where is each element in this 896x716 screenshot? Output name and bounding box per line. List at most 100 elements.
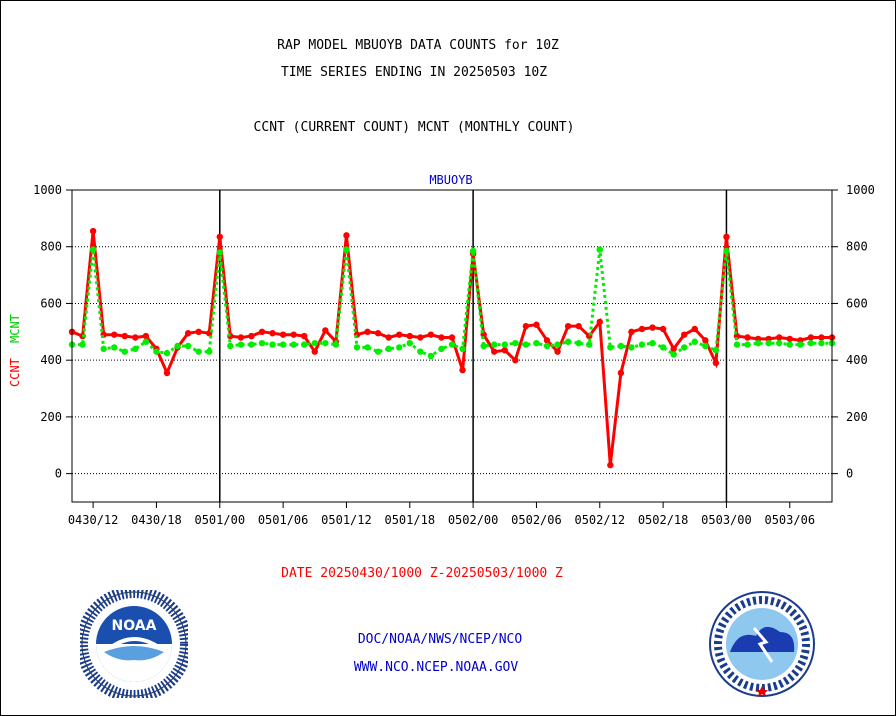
x-tick-label: 0502/12	[574, 513, 625, 527]
data-point-mcnt	[807, 339, 815, 347]
data-point-ccnt	[237, 334, 245, 341]
data-point-mcnt	[100, 345, 107, 353]
x-tick-label: 0502/18	[638, 513, 689, 527]
chart-svg: 0 0 200 200 400 400 600 600 800 800 1000 1000 0430/1…	[8, 173, 875, 527]
x-tick-label: 0501/12	[321, 513, 372, 527]
data-point-mcnt	[153, 348, 160, 355]
data-point-ccnt	[258, 328, 266, 336]
y-tick-label-right: 600	[846, 296, 868, 310]
data-point-mcnt	[237, 341, 245, 348]
data-point-ccnt	[807, 334, 815, 341]
y-tick-label-right: 800	[846, 240, 868, 254]
y-axis-label-mcnt: MCNT	[8, 314, 22, 343]
data-point-ccnt	[818, 334, 825, 341]
data-point-mcnt	[111, 344, 118, 351]
data-point-ccnt	[786, 335, 793, 343]
data-point-mcnt	[586, 341, 593, 348]
y-axis-label-ccnt: CCNT	[8, 358, 22, 387]
data-point-ccnt	[712, 359, 720, 367]
data-point-mcnt	[554, 341, 561, 348]
data-point-ccnt	[617, 369, 625, 377]
data-point-ccnt	[522, 322, 530, 330]
x-tick-label: 0430/18	[131, 513, 182, 527]
data-point-mcnt	[702, 342, 709, 350]
data-point-ccnt	[427, 331, 435, 338]
x-tick-label: 0503/06	[764, 513, 815, 527]
chart-subtitle: CCNT (CURRENT COUNT) MCNT (MONTHLY COUNT…	[253, 120, 575, 135]
data-point-mcnt	[459, 345, 466, 353]
data-point-ccnt	[322, 327, 329, 334]
chart-title-line2: TIME SERIES ENDING IN 20250503 10Z	[280, 65, 548, 80]
data-point-ccnt	[575, 322, 582, 330]
data-point-mcnt	[290, 341, 297, 348]
y-tick-label-left: 800	[40, 240, 62, 254]
data-point-ccnt	[89, 227, 97, 235]
data-point-ccnt	[491, 348, 498, 355]
data-point-mcnt	[469, 247, 477, 255]
data-point-mcnt	[89, 246, 97, 253]
data-point-mcnt	[543, 342, 551, 350]
data-point-mcnt	[501, 341, 508, 348]
data-point-ccnt	[501, 347, 508, 354]
data-point-ccnt	[554, 348, 561, 355]
data-point-mcnt	[617, 342, 625, 350]
data-point-ccnt	[681, 331, 688, 338]
data-point-mcnt	[596, 246, 603, 253]
x-tick-label: 0501/00	[194, 513, 245, 527]
data-point-ccnt	[628, 328, 635, 336]
data-point-mcnt	[522, 341, 530, 348]
chart-title-line1: RAP MODEL MBUOYB DATA COUNTS for 10Z	[277, 38, 559, 53]
plot-area-border	[71, 189, 833, 503]
data-point-mcnt	[163, 349, 171, 357]
data-point-mcnt	[79, 341, 86, 348]
y-tick-label-left: 0	[55, 467, 62, 481]
data-point-ccnt	[311, 348, 318, 355]
data-point-mcnt	[353, 344, 361, 351]
data-point-ccnt	[670, 345, 677, 353]
data-point-mcnt	[374, 348, 382, 355]
data-point-mcnt	[533, 339, 540, 347]
data-point-mcnt	[406, 339, 413, 347]
data-point-ccnt	[184, 330, 192, 337]
data-point-mcnt	[227, 342, 234, 350]
data-point-mcnt	[786, 341, 793, 348]
x-tick-label: 0503/00	[701, 513, 752, 527]
y-tick-label-left: 600	[40, 296, 62, 310]
date-range: DATE 20250430/1000 Z-20250503/1000 Z	[281, 566, 563, 581]
data-point-mcnt	[427, 352, 435, 360]
data-point-mcnt	[733, 341, 741, 348]
data-point-ccnt	[691, 325, 698, 333]
data-point-mcnt	[132, 345, 139, 353]
data-point-ccnt	[776, 334, 783, 341]
data-point-mcnt	[765, 339, 772, 347]
data-point-mcnt	[417, 348, 424, 355]
data-point-mcnt	[659, 344, 667, 351]
data-point-mcnt	[575, 339, 582, 347]
x-tick-label: 0502/06	[511, 513, 562, 527]
x-tick-label: 0501/06	[258, 513, 309, 527]
y-tick-label-right: 400	[846, 353, 868, 367]
data-point-mcnt	[638, 341, 646, 348]
data-point-ccnt	[649, 324, 656, 331]
y-tick-label-right: 1000	[846, 183, 875, 197]
axis-layer: 0 0 200 200 400 400 600 600 800 800 1000 1000 0430/1…	[33, 183, 875, 527]
series-layer	[68, 227, 836, 469]
data-point-ccnt	[459, 366, 466, 374]
data-point-mcnt	[744, 341, 751, 348]
x-tick-label: 0501/18	[384, 513, 435, 527]
data-point-ccnt	[343, 232, 350, 239]
data-point-mcnt	[364, 344, 371, 351]
data-point-mcnt	[216, 249, 223, 256]
data-point-mcnt	[480, 342, 487, 350]
data-point-ccnt	[448, 334, 456, 341]
website-link[interactable]: WWW.NCO.NCEP.NOAA.GOV	[353, 660, 519, 675]
data-point-ccnt	[512, 356, 519, 364]
data-point-ccnt	[596, 318, 603, 326]
data-point-mcnt	[184, 342, 192, 350]
data-point-mcnt	[385, 345, 392, 353]
data-point-mcnt	[448, 341, 456, 348]
data-point-ccnt	[417, 334, 424, 341]
data-point-ccnt	[121, 332, 128, 340]
data-point-ccnt	[607, 461, 614, 469]
y-tick-label-left: 1000	[33, 183, 62, 197]
